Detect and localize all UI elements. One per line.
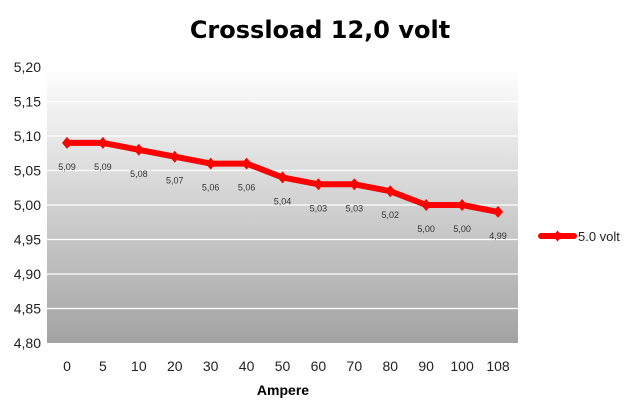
data-point	[62, 136, 72, 149]
data-label: 5,06	[238, 183, 256, 193]
x-tick-label: 90	[418, 358, 434, 374]
series-group	[62, 136, 503, 218]
y-tick-label: 4,95	[14, 232, 41, 248]
x-tick-label: 50	[275, 358, 291, 374]
data-label: 5,04	[274, 196, 292, 206]
y-axis-ticks: 4,80 4,85 4,90 4,95 5,00 5,05 5,10 5,15 5,20	[14, 59, 41, 351]
data-point	[421, 199, 432, 211]
data-label: 5,09	[94, 162, 112, 172]
legend-marker	[553, 230, 562, 242]
data-point	[97, 136, 108, 149]
x-axis-label: Ampere	[257, 382, 309, 398]
data-point	[385, 185, 396, 198]
data-point	[277, 171, 288, 184]
y-tick-label: 4,90	[14, 266, 41, 282]
data-label: 5,08	[130, 169, 148, 179]
data-labels: 5,09 5,09 5,08 5,07 5,06 5,06 5,04 5,03 5,03 5,02…	[58, 162, 507, 241]
data-label: 5,03	[346, 203, 364, 213]
data-label: 5,02	[381, 210, 399, 220]
data-point	[169, 150, 180, 163]
data-label: 5,03	[310, 203, 328, 213]
legend: 5.0 volt	[538, 229, 620, 244]
y-tick-label: 5,15	[14, 94, 41, 110]
data-label: 5,07	[166, 176, 184, 186]
data-label: 5,00	[453, 224, 471, 234]
x-tick-label: 108	[486, 358, 510, 374]
x-tick-label: 70	[347, 358, 363, 374]
data-label: 5,09	[58, 162, 76, 172]
y-tick-label: 5,10	[14, 128, 41, 144]
x-tick-label: 10	[131, 358, 147, 374]
gridlines	[47, 100, 518, 310]
data-label: 5,00	[417, 224, 435, 234]
chart-title: Crossload 12,0 volt	[190, 16, 450, 44]
y-tick-label: 4,80	[14, 335, 41, 351]
x-tick-label: 30	[203, 358, 219, 374]
data-label: 4,99	[489, 231, 507, 241]
data-point	[133, 143, 144, 156]
data-point	[349, 178, 360, 191]
data-point	[205, 157, 216, 170]
data-label: 5,06	[202, 183, 220, 193]
y-tick-label: 5,00	[14, 197, 41, 213]
x-tick-label: 40	[239, 358, 255, 374]
x-tick-label: 60	[311, 358, 327, 374]
legend-label: 5.0 volt	[578, 229, 620, 244]
x-tick-label: 100	[450, 358, 474, 374]
data-point	[493, 205, 503, 218]
x-tick-label: 20	[167, 358, 183, 374]
x-axis-ticks: 0 5 10 20 30 40 50 60 70 80 90 100 108	[63, 358, 510, 374]
x-tick-label: 5	[99, 358, 107, 374]
x-tick-label: 0	[63, 358, 71, 374]
data-point	[457, 199, 468, 211]
y-tick-label: 5,20	[14, 59, 41, 75]
data-point	[241, 157, 252, 170]
data-point	[313, 178, 324, 191]
y-tick-label: 5,05	[14, 163, 41, 179]
y-tick-label: 4,85	[14, 301, 41, 317]
x-tick-label: 80	[382, 358, 398, 374]
